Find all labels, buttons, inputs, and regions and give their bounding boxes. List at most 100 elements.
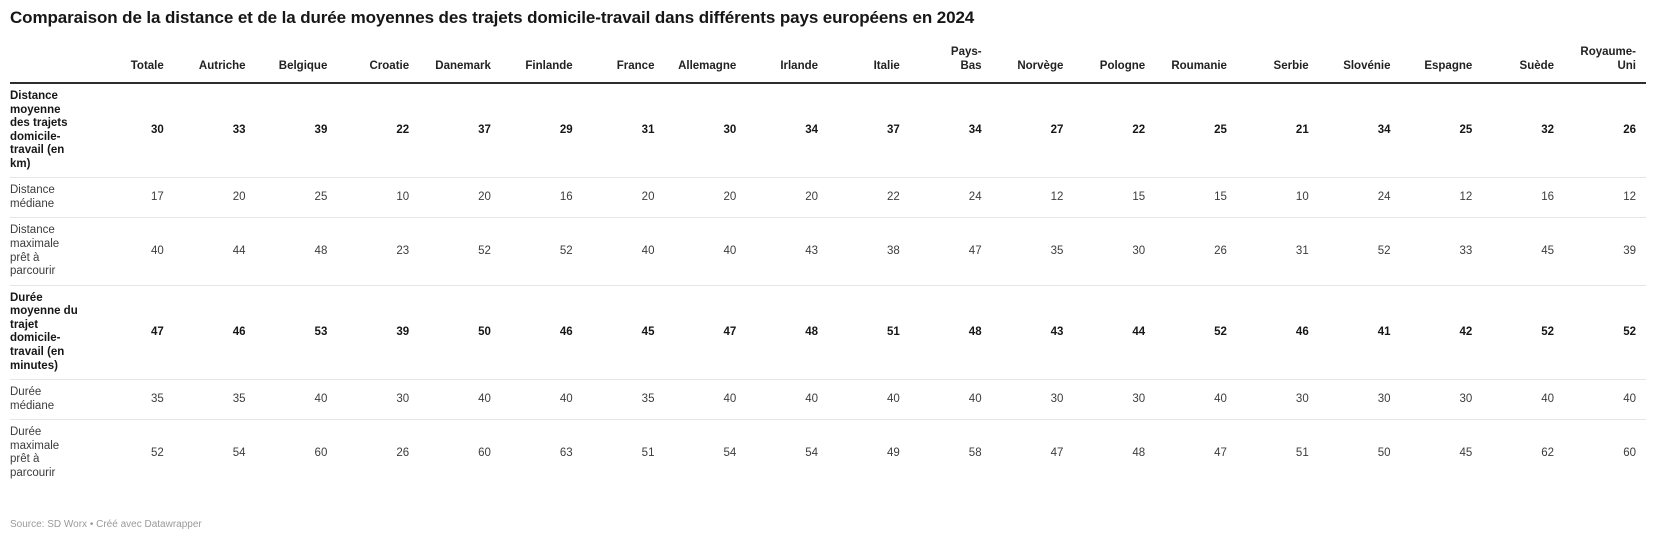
cell: 16 [559, 191, 573, 204]
cell: 48 [1132, 446, 1146, 459]
column-header-italie: Italie [873, 60, 900, 73]
cell: 50 [478, 325, 491, 338]
column-header-serbie: Serbie [1273, 60, 1309, 73]
cell: 35 [232, 392, 246, 405]
column-header-autriche: Autriche [198, 60, 246, 73]
cell: 40 [314, 392, 328, 405]
cell: 40 [887, 392, 900, 405]
cell: 46 [1295, 325, 1309, 338]
cell: 51 [641, 446, 655, 459]
column-header-su-de: Suède [1519, 60, 1555, 73]
cell: 21 [1295, 123, 1309, 136]
cell: 24 [1377, 191, 1391, 204]
cell: 23 [396, 244, 410, 257]
table-row: Distance moyenne des trajets domicile-tr… [10, 83, 1646, 178]
cell: 22 [396, 123, 410, 136]
column-header-norv-ge: Norvège [1017, 60, 1064, 73]
column-header-danemark: Danemark [435, 60, 491, 73]
cell: 12 [1050, 191, 1064, 204]
cell: 30 [150, 123, 164, 136]
cell: 25 [314, 191, 328, 204]
cell: 30 [1295, 392, 1309, 405]
cell: 35 [641, 392, 655, 405]
cell: 20 [232, 191, 246, 204]
cell: 51 [887, 325, 900, 338]
cell: 42 [1459, 325, 1473, 338]
cell: 30 [396, 392, 410, 405]
column-header-irlande: Irlande [780, 60, 819, 73]
cell: 62 [1541, 446, 1555, 459]
cell: 60 [314, 446, 328, 459]
column-header-slov-nie: Slovénie [1343, 60, 1391, 73]
cell: 47 [723, 325, 737, 338]
column-header-allemagne: Allemagne [678, 60, 737, 73]
cell: 43 [1050, 325, 1064, 338]
column-header-roumanie: Roumanie [1171, 60, 1227, 73]
cell: 30 [1132, 244, 1146, 257]
cell: 24 [968, 191, 982, 204]
cell: 52 [478, 244, 491, 257]
row-label: Durée médiane [10, 386, 55, 412]
cell: 15 [1132, 191, 1146, 204]
cell: 37 [478, 123, 491, 136]
cell: 54 [805, 446, 819, 459]
cell: 32 [1541, 123, 1555, 136]
table-header-row: Totale Autriche Belgique Croatie Danemark Fin… [10, 42, 1646, 83]
cell: 52 [1623, 325, 1636, 338]
cell: 45 [1541, 244, 1555, 257]
row-label: Durée maximale prêt à parcourir [10, 426, 60, 479]
cell: 15 [1214, 191, 1227, 204]
cell: 30 [1377, 392, 1391, 405]
cell: 31 [1295, 244, 1309, 257]
cell: 26 [1214, 244, 1227, 257]
cell: 40 [478, 392, 491, 405]
cell: 35 [1050, 244, 1064, 257]
cell: 17 [150, 191, 164, 204]
table-row: Durée moyenne du trajet domicile-travail… [10, 285, 1646, 380]
cell: 35 [150, 392, 164, 405]
cell: 52 [559, 244, 573, 257]
cell: 10 [1295, 191, 1309, 204]
cell: 12 [1623, 191, 1636, 204]
cell: 53 [314, 325, 328, 338]
cell: 58 [968, 446, 982, 459]
cell: 38 [887, 244, 900, 257]
cell: 63 [559, 446, 573, 459]
cell: 46 [559, 325, 573, 338]
cell: 30 [723, 123, 737, 136]
cell: 40 [1214, 392, 1227, 405]
cell: 48 [805, 325, 819, 338]
cell: 40 [150, 244, 164, 257]
cell: 52 [1541, 325, 1555, 338]
cell: 30 [1050, 392, 1064, 405]
cell: 25 [1459, 123, 1473, 136]
cell: 45 [1459, 446, 1473, 459]
cell: 43 [805, 244, 819, 257]
cell: 33 [1459, 244, 1473, 257]
cell: 34 [1377, 123, 1391, 136]
cell: 48 [314, 244, 328, 257]
column-header-pays-bas: Pays- Bas [950, 46, 982, 73]
cell: 39 [314, 123, 328, 136]
cell: 30 [1132, 392, 1146, 405]
table-row: Durée médiane 35 35 40 30 40 40 35 40 40 40 40 30 30 4… [10, 380, 1646, 420]
cell: 47 [1050, 446, 1064, 459]
cell: 52 [150, 446, 164, 459]
table-row: Durée maximale prêt à parcourir 52 54 60 26 6… [10, 420, 1646, 487]
cell: 22 [1132, 123, 1146, 136]
row-label: Distance moyenne des trajets domicile-tr… [10, 89, 68, 170]
column-header-espagne: Espagne [1424, 60, 1473, 73]
row-label: Distance médiane [10, 184, 55, 210]
column-header-finlande: Finlande [525, 60, 573, 73]
cell: 52 [1377, 244, 1391, 257]
row-label: Durée moyenne du trajet domicile-travail… [10, 291, 78, 372]
cell: 54 [723, 446, 737, 459]
cell: 30 [1459, 392, 1473, 405]
table-row: Distance médiane 17 20 25 10 20 16 20 20 20 22 24 12… [10, 178, 1646, 218]
column-header-france: France [616, 60, 655, 73]
source-note: Source: SD Worx • Créé avec Datawrapper [10, 519, 202, 531]
cell: 40 [968, 392, 982, 405]
cell: 40 [1541, 392, 1555, 405]
cell: 52 [1214, 325, 1227, 338]
column-header-pologne: Pologne [1099, 60, 1146, 73]
